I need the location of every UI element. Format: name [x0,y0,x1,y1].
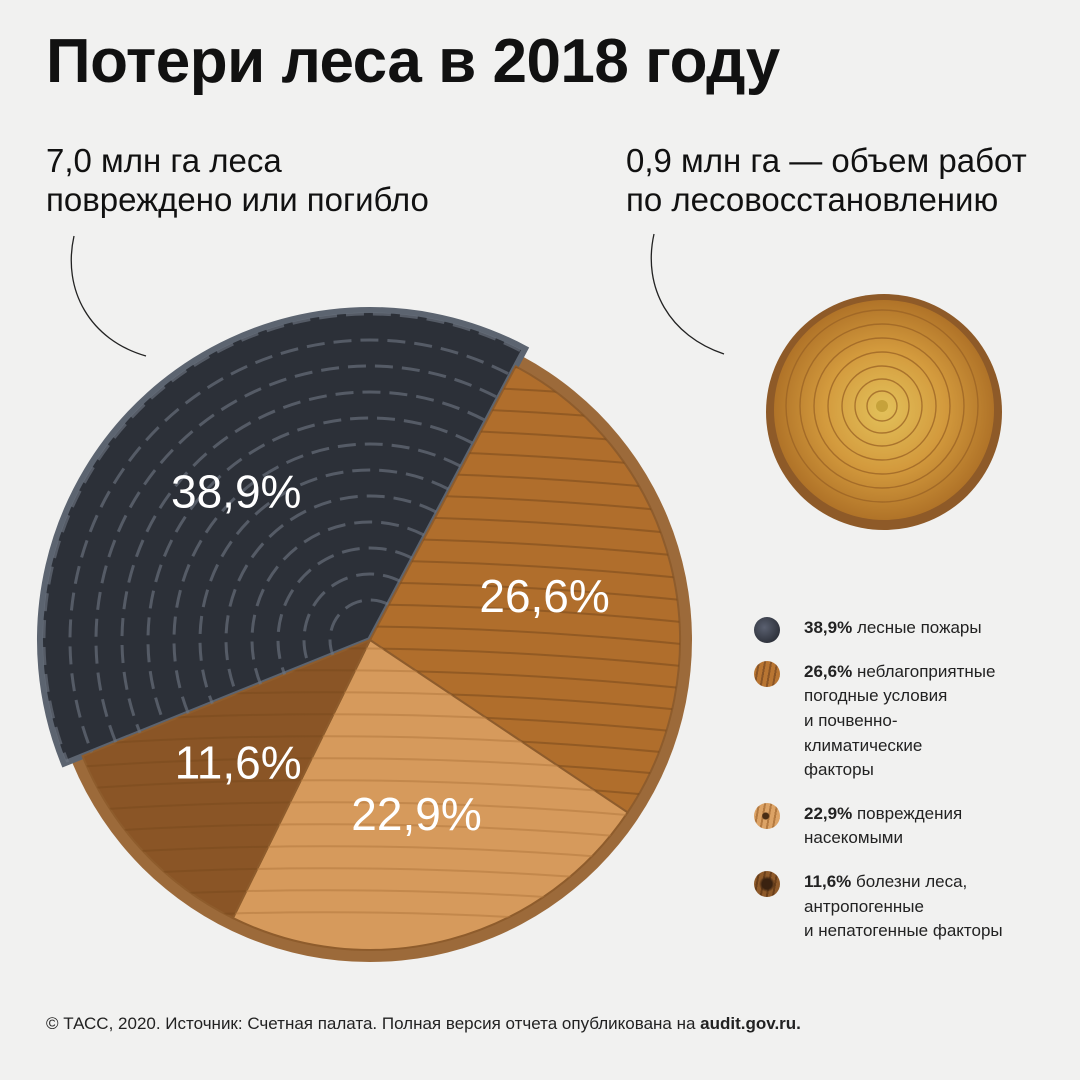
damaged-area-line2: повреждено или погибло [46,180,429,218]
legend-item-insects: 22,9% повреждения насекомыми [754,802,1054,851]
legend-text: антропогенные [804,896,924,916]
footer-text: © ТАСС, 2020. Источник: Счетная палата. … [46,1014,701,1033]
pie-label-disease: 11,6% [175,736,302,788]
reforestation-log-icon [766,294,1002,530]
legend-value: 26,6% [804,661,853,681]
right-connector-line [650,233,725,355]
reforestation-caption: 0,9 млн га — объем работ по лесовосстано… [626,142,1056,219]
legend-text: лесные пожары [856,618,982,637]
pie-slice-weather [368,365,681,814]
damaged-area-line1: 7,0 млн га леса [46,142,282,179]
legend-value: 11,6% [804,872,852,892]
legend-text: погодные условия [804,686,948,706]
legend-text: повреждения [856,803,963,823]
pie-label-insects: 22,9% [351,788,481,840]
pie-slice-disease [81,638,373,920]
wood-swatch-icon [754,660,780,687]
legend-value: 22,9% [804,803,853,823]
damaged-area-caption: 7,0 млн га леса повреждено или погибло [46,142,516,219]
pie-label-weather: 26,6% [479,570,609,622]
chart-legend: 38,9% лесные пожары 26,6% неблагоприятны… [754,616,1054,963]
reforestation-line2: по лесовосстановлению [626,180,999,218]
left-connector-line [70,235,147,357]
legend-text: факторы [804,760,874,780]
legend-value: 38,9% [804,618,853,637]
legend-item-weather: 26,6% неблагоприятные погодные условия и… [754,660,1054,783]
fire-swatch-icon [754,617,780,643]
page-title: Потери леса в 2018 году [46,27,780,96]
legend-item-fires: 38,9% лесные пожары [754,616,1054,643]
legend-text: климатические [804,735,923,755]
diseased-wood-swatch-icon [754,871,780,898]
legend-text: и непатогенные факторы [804,921,1003,941]
legend-text: болезни леса, [856,872,968,892]
legend-text: и почвенно- [804,710,898,730]
pie-slice-fires [37,307,530,768]
legend-text: насекомыми [804,828,903,848]
pie-slice-insects-texture [232,640,628,941]
footer-source: © ТАСС, 2020. Источник: Счетная палата. … [46,1014,801,1034]
source-link[interactable]: audit.gov.ru. [700,1014,801,1033]
legend-text: неблагоприятные [856,661,996,681]
insect-wood-swatch-icon [754,802,780,829]
pie-label-fires: 38,9% [171,465,301,517]
legend-item-disease: 11,6% болезни леса, антропогенные и непа… [754,870,1054,944]
reforestation-line1: 0,9 млн га — объем работ [626,142,1027,179]
